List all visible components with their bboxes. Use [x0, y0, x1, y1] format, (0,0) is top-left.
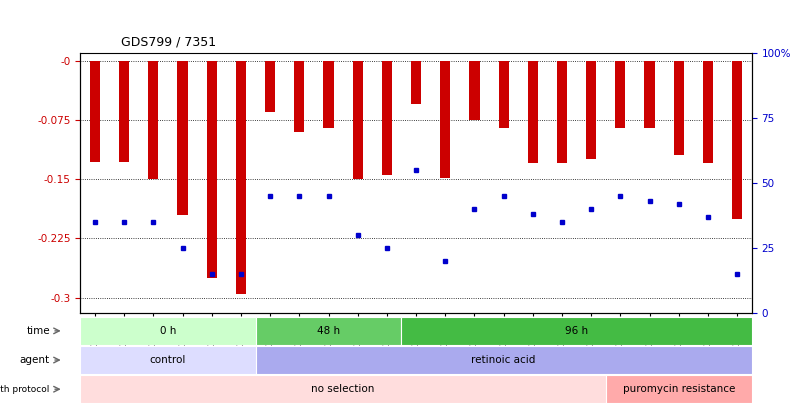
Text: control: control	[149, 355, 186, 365]
Text: growth protocol: growth protocol	[0, 385, 50, 394]
Text: agent: agent	[20, 355, 50, 365]
Text: retinoic acid: retinoic acid	[471, 355, 535, 365]
Text: time: time	[26, 326, 50, 336]
Bar	[410, 61, 421, 104]
Bar	[469, 61, 479, 120]
Bar	[294, 61, 304, 132]
Bar	[265, 61, 275, 112]
Bar	[731, 61, 741, 219]
Bar	[80, 346, 255, 374]
Bar	[498, 61, 508, 128]
Bar	[148, 61, 158, 179]
Bar	[527, 61, 537, 163]
Bar	[80, 317, 255, 345]
Bar	[80, 375, 605, 403]
Bar	[702, 61, 712, 163]
Bar	[644, 61, 654, 128]
Bar	[235, 61, 246, 294]
Bar	[605, 375, 751, 403]
Bar	[381, 61, 392, 175]
Bar	[119, 61, 129, 162]
Bar	[206, 61, 217, 278]
Bar	[556, 61, 566, 163]
Bar	[401, 317, 751, 345]
Bar	[673, 61, 683, 156]
Bar	[585, 61, 596, 159]
Bar	[255, 346, 751, 374]
Bar	[255, 317, 401, 345]
Text: puromycin resistance: puromycin resistance	[622, 384, 734, 394]
Text: 0 h: 0 h	[160, 326, 176, 336]
Bar	[353, 61, 362, 179]
Bar	[323, 61, 333, 128]
Text: GDS799 / 7351: GDS799 / 7351	[120, 36, 215, 49]
Text: 48 h: 48 h	[316, 326, 340, 336]
Bar	[90, 61, 100, 162]
Bar	[177, 61, 187, 215]
Text: no selection: no selection	[311, 384, 374, 394]
Bar	[614, 61, 625, 128]
Bar	[439, 61, 450, 177]
Text: 96 h: 96 h	[565, 326, 588, 336]
